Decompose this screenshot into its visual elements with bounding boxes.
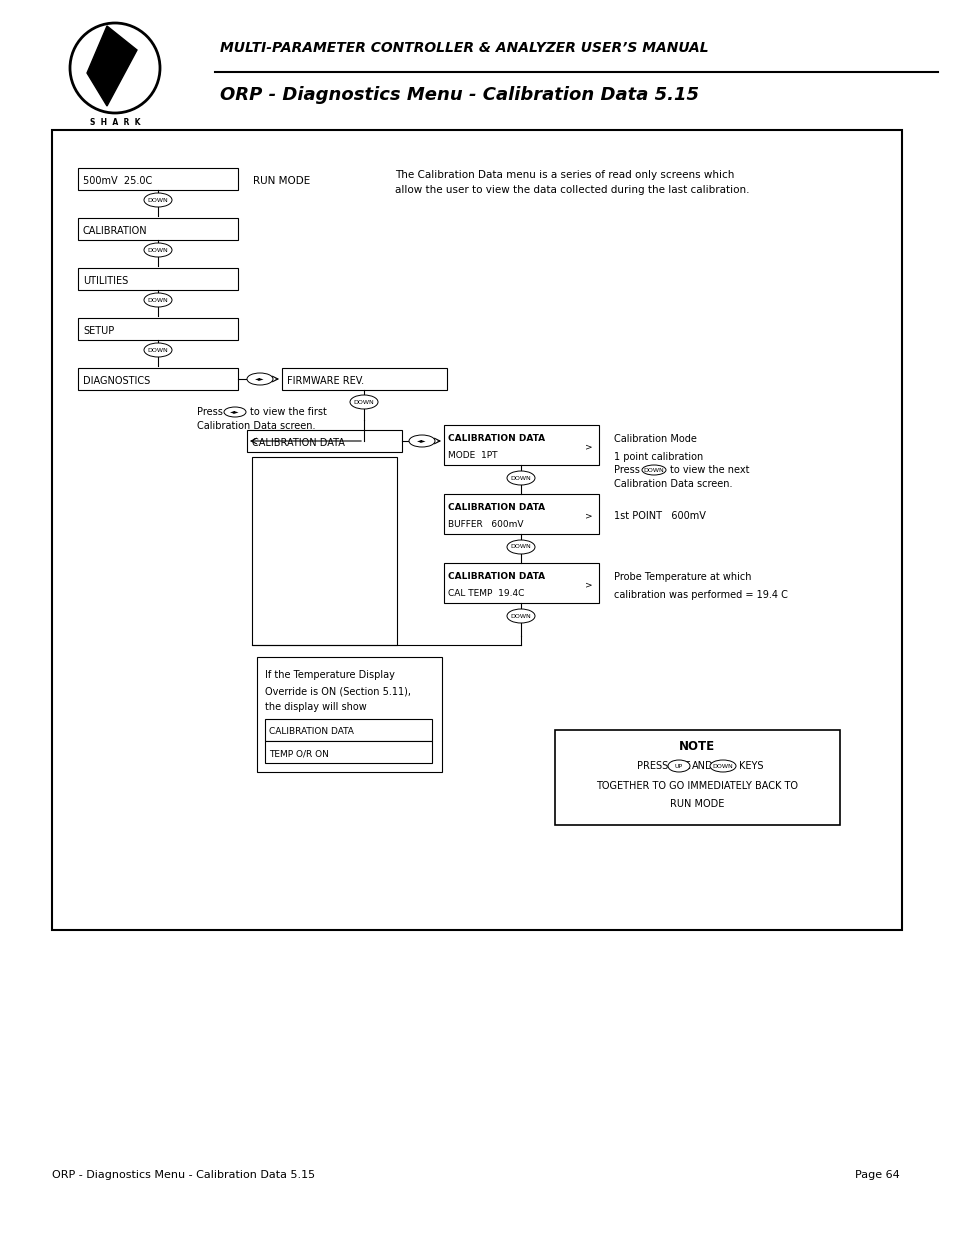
Text: ORP - Diagnostics Menu - Calibration Data 5.15: ORP - Diagnostics Menu - Calibration Dat… (52, 1170, 314, 1179)
Text: Override is ON (Section 5.11),: Override is ON (Section 5.11), (265, 685, 411, 697)
Text: SETUP: SETUP (83, 326, 114, 336)
Text: MULTI-PARAMETER CONTROLLER & ANALYZER USER’S MANUAL: MULTI-PARAMETER CONTROLLER & ANALYZER US… (220, 41, 708, 56)
Text: DOWN: DOWN (510, 545, 531, 550)
Text: CALIBRATION DATA: CALIBRATION DATA (448, 433, 544, 442)
Text: PRESS THE: PRESS THE (637, 761, 690, 771)
Text: The Calibration Data menu is a series of read only screens which: The Calibration Data menu is a series of… (395, 170, 734, 180)
Text: Probe Temperature at which: Probe Temperature at which (614, 572, 751, 582)
Text: CALIBRATION DATA: CALIBRATION DATA (252, 438, 345, 448)
Text: ◄►: ◄► (230, 410, 239, 415)
Ellipse shape (144, 193, 172, 207)
Ellipse shape (247, 373, 273, 385)
Bar (282, 368, 447, 390)
Text: BUFFER   600mV: BUFFER 600mV (448, 520, 523, 530)
Bar (247, 430, 401, 452)
Ellipse shape (506, 609, 535, 622)
Text: to view the first: to view the first (250, 408, 327, 417)
Text: S  H  A  R  K: S H A R K (90, 119, 140, 127)
Text: DOWN: DOWN (510, 475, 531, 480)
Text: DIAGNOSTICS: DIAGNOSTICS (83, 375, 150, 387)
Text: ORP - Diagnostics Menu - Calibration Data 5.15: ORP - Diagnostics Menu - Calibration Dat… (220, 86, 699, 104)
Ellipse shape (144, 343, 172, 357)
Text: Press: Press (614, 466, 639, 475)
Bar (443, 494, 598, 534)
Text: FIRMWARE REV.: FIRMWARE REV. (287, 375, 364, 387)
Ellipse shape (224, 408, 246, 417)
Polygon shape (87, 26, 137, 106)
Text: If the Temperature Display: If the Temperature Display (265, 671, 395, 680)
Bar (78, 317, 237, 340)
Text: >: > (584, 442, 592, 452)
Text: CAL TEMP  19.4C: CAL TEMP 19.4C (448, 589, 524, 598)
Text: KEYS: KEYS (739, 761, 762, 771)
Text: TEMP O/R ON: TEMP O/R ON (269, 750, 329, 758)
Bar (252, 457, 396, 645)
Bar (78, 268, 237, 290)
Text: Calibration Mode: Calibration Mode (614, 433, 696, 445)
Bar (78, 368, 237, 390)
Text: DOWN: DOWN (148, 198, 168, 203)
Ellipse shape (506, 540, 535, 555)
Ellipse shape (144, 293, 172, 308)
Bar (265, 741, 432, 763)
Text: Page 64: Page 64 (854, 1170, 899, 1179)
Text: NOTE: NOTE (679, 740, 715, 752)
Text: 1st POINT   600mV: 1st POINT 600mV (614, 511, 705, 521)
Text: DOWN: DOWN (354, 399, 374, 405)
Bar (78, 219, 237, 240)
Text: allow the user to view the data collected during the last calibration.: allow the user to view the data collecte… (395, 185, 749, 195)
Text: >: > (584, 511, 592, 520)
Text: CALIBRATION DATA: CALIBRATION DATA (269, 727, 354, 736)
Text: DOWN: DOWN (510, 614, 531, 619)
Text: CALIBRATION: CALIBRATION (83, 226, 148, 236)
Ellipse shape (641, 466, 665, 475)
Bar (555, 730, 840, 825)
Bar (78, 168, 237, 190)
Text: TOGETHER TO GO IMMEDIATELY BACK TO: TOGETHER TO GO IMMEDIATELY BACK TO (596, 781, 797, 790)
Bar (443, 563, 598, 603)
Text: DOWN: DOWN (148, 347, 168, 352)
Text: calibration was performed = 19.4 C: calibration was performed = 19.4 C (614, 590, 787, 600)
Text: AND: AND (691, 761, 713, 771)
Text: DOWN: DOWN (643, 468, 663, 473)
Ellipse shape (144, 243, 172, 257)
Text: MODE  1PT: MODE 1PT (448, 451, 497, 461)
Bar (52, 130, 901, 930)
Text: UTILITIES: UTILITIES (83, 275, 128, 287)
Text: 500mV  25.0C: 500mV 25.0C (83, 177, 152, 186)
Ellipse shape (709, 760, 735, 772)
Text: to view the next: to view the next (669, 466, 749, 475)
Text: 1 point calibration: 1 point calibration (614, 452, 702, 462)
Text: CALIBRATION DATA: CALIBRATION DATA (448, 503, 544, 511)
Ellipse shape (409, 435, 435, 447)
Text: Press: Press (196, 408, 223, 417)
Text: ◄►: ◄► (255, 377, 265, 382)
Bar (443, 425, 598, 466)
Text: CALIBRATION DATA: CALIBRATION DATA (448, 572, 544, 580)
Text: DOWN: DOWN (148, 298, 168, 303)
Ellipse shape (350, 395, 377, 409)
Text: the display will show: the display will show (265, 701, 366, 713)
Text: RUN MODE: RUN MODE (669, 799, 723, 809)
Text: RUN MODE: RUN MODE (253, 177, 310, 186)
Text: UP: UP (674, 763, 682, 768)
Bar (256, 657, 441, 772)
Text: ◄►: ◄► (416, 438, 426, 443)
Ellipse shape (506, 471, 535, 485)
Text: DOWN: DOWN (712, 763, 733, 768)
Ellipse shape (667, 760, 689, 772)
Text: Calibration Data screen.: Calibration Data screen. (614, 479, 732, 489)
Text: Calibration Data screen.: Calibration Data screen. (196, 421, 315, 431)
Bar (265, 719, 432, 741)
Text: >: > (584, 580, 592, 589)
Text: DOWN: DOWN (148, 247, 168, 252)
